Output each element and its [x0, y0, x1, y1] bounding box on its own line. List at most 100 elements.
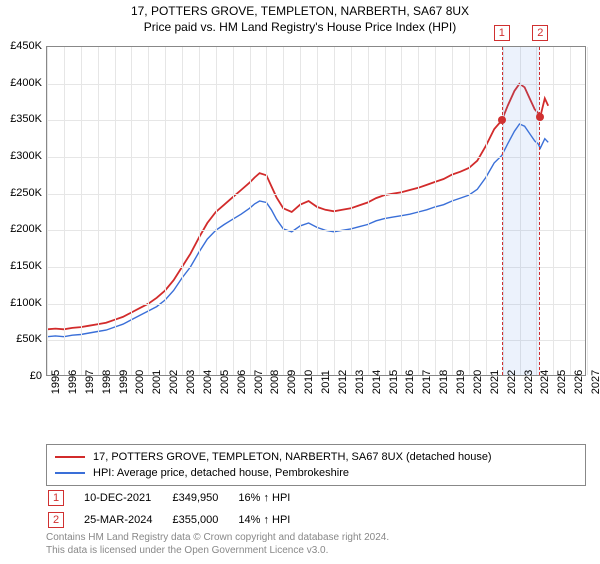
legend-box: 17, POTTERS GROVE, TEMPLETON, NARBERTH, …: [46, 444, 586, 486]
x-axis-label: 2024: [539, 370, 551, 394]
x-axis-label: 2025: [556, 370, 568, 394]
x-axis-label: 2020: [472, 370, 484, 394]
x-axis-label: 2013: [354, 370, 366, 394]
gridline-vertical: [385, 47, 386, 375]
x-axis-label: 2019: [455, 370, 467, 394]
marker-label: 2: [532, 25, 548, 41]
row-pct: 14% ↑ HPI: [238, 510, 308, 530]
gridline-vertical: [199, 47, 200, 375]
marker-label: 1: [494, 25, 510, 41]
gridline-vertical: [131, 47, 132, 375]
row-id-box: 2: [48, 512, 64, 528]
y-axis-label: £400K: [0, 77, 42, 89]
row-pct: 16% ↑ HPI: [238, 488, 308, 508]
y-axis-label: £100K: [0, 297, 42, 309]
gridline-vertical: [587, 47, 588, 375]
x-axis-label: 2006: [236, 370, 248, 394]
y-axis-label: £250K: [0, 187, 42, 199]
y-axis-label: £200K: [0, 223, 42, 235]
gridline-vertical: [216, 47, 217, 375]
y-axis-label: £50K: [0, 333, 42, 345]
legend-swatch: [55, 456, 85, 458]
x-axis-label: 1995: [50, 370, 62, 394]
footer-line1: Contains HM Land Registry data © Crown c…: [46, 532, 389, 543]
up-arrow-icon: ↑: [263, 514, 269, 526]
chart-title: 17, POTTERS GROVE, TEMPLETON, NARBERTH, …: [0, 4, 600, 18]
sales-table: 1 10-DEC-2021£349,95016% ↑ HPI 2 25-MAR-202…: [46, 486, 310, 532]
row-price: £355,000: [172, 510, 236, 530]
y-axis-label: £0: [0, 370, 42, 382]
x-axis-label: 2021: [489, 370, 501, 394]
row-id-box: 1: [48, 490, 64, 506]
x-axis-label: 2017: [421, 370, 433, 394]
gridline-vertical: [148, 47, 149, 375]
gridline-vertical: [81, 47, 82, 375]
gridline-vertical: [553, 47, 554, 375]
y-axis-label: £150K: [0, 260, 42, 272]
gridline-vertical: [47, 47, 48, 375]
gridline-vertical: [334, 47, 335, 375]
gridline-vertical: [266, 47, 267, 375]
gridline-vertical: [401, 47, 402, 375]
gridline-vertical: [317, 47, 318, 375]
x-axis-label: 2000: [134, 370, 146, 394]
x-axis-label: 2007: [253, 370, 265, 394]
x-axis-label: 2026: [573, 370, 585, 394]
y-axis-label: £350K: [0, 113, 42, 125]
table-row: 2 25-MAR-2024£355,00014% ↑ HPI: [48, 510, 308, 530]
gridline-vertical: [469, 47, 470, 375]
x-axis-label: 2005: [219, 370, 231, 394]
row-price: £349,950: [172, 488, 236, 508]
legend-item: HPI: Average price, detached house, Pemb…: [55, 465, 577, 481]
x-axis-label: 1996: [67, 370, 79, 394]
gridline-vertical: [115, 47, 116, 375]
chart-subtitle: Price paid vs. HM Land Registry's House …: [0, 20, 600, 34]
chart-area: 12: [46, 46, 586, 406]
legend-label: 17, POTTERS GROVE, TEMPLETON, NARBERTH, …: [93, 451, 492, 463]
plot-area: 12: [46, 46, 586, 376]
gridline-vertical: [351, 47, 352, 375]
marker-dot: [536, 113, 544, 121]
x-axis-label: 2009: [286, 370, 298, 394]
y-axis-label: £450K: [0, 40, 42, 52]
x-axis-label: 1997: [84, 370, 96, 394]
x-axis-label: 2023: [523, 370, 535, 394]
gridline-vertical: [250, 47, 251, 375]
footer-attribution: Contains HM Land Registry data © Crown c…: [46, 532, 389, 557]
x-axis-label: 2001: [151, 370, 163, 394]
x-axis-label: 2018: [438, 370, 450, 394]
highlight-band: [502, 47, 540, 375]
footer-line2: This data is licensed under the Open Gov…: [46, 545, 328, 556]
x-axis-label: 1999: [118, 370, 130, 394]
gridline-vertical: [64, 47, 65, 375]
gridline-vertical: [283, 47, 284, 375]
row-date: 25-MAR-2024: [84, 510, 170, 530]
gridline-vertical: [98, 47, 99, 375]
gridline-vertical: [486, 47, 487, 375]
x-axis-label: 2022: [506, 370, 518, 394]
x-axis-label: 2011: [320, 370, 332, 394]
x-axis-label: 2014: [371, 370, 383, 394]
x-axis-label: 2002: [168, 370, 180, 394]
x-axis-label: 2010: [303, 370, 315, 394]
x-axis-label: 2003: [185, 370, 197, 394]
legend-swatch: [55, 472, 85, 474]
up-arrow-icon: ↑: [263, 492, 269, 504]
gridline-vertical: [452, 47, 453, 375]
chart-container: 17, POTTERS GROVE, TEMPLETON, NARBERTH, …: [0, 4, 600, 564]
row-date: 10-DEC-2021: [84, 488, 170, 508]
gridline-vertical: [368, 47, 369, 375]
legend-label: HPI: Average price, detached house, Pemb…: [93, 467, 349, 479]
marker-dot: [498, 116, 506, 124]
table-row: 1 10-DEC-2021£349,95016% ↑ HPI: [48, 488, 308, 508]
x-axis-label: 2008: [269, 370, 281, 394]
gridline-vertical: [418, 47, 419, 375]
x-axis-label: 1998: [101, 370, 113, 394]
y-axis-label: £300K: [0, 150, 42, 162]
x-axis-label: 2016: [404, 370, 416, 394]
gridline-vertical: [233, 47, 234, 375]
gridline-vertical: [435, 47, 436, 375]
gridline-vertical: [570, 47, 571, 375]
legend-item: 17, POTTERS GROVE, TEMPLETON, NARBERTH, …: [55, 449, 577, 465]
x-axis-label: 2027: [590, 370, 600, 394]
